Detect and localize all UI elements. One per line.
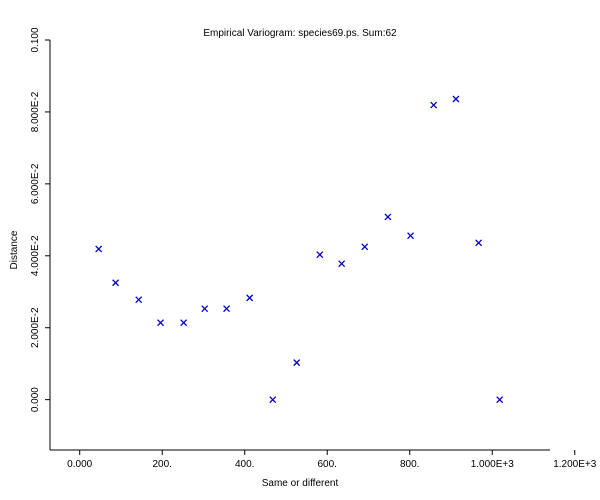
point xyxy=(475,239,483,247)
point xyxy=(223,305,231,313)
y-axis-label: Distance xyxy=(9,230,20,269)
point xyxy=(112,279,120,287)
point xyxy=(384,213,392,221)
y-tick-label: 6.000E-2 xyxy=(30,163,41,204)
point xyxy=(180,319,188,327)
point xyxy=(452,95,460,103)
x-tick-label: 0.000 xyxy=(67,459,92,470)
point xyxy=(430,101,438,109)
point xyxy=(269,396,277,404)
point xyxy=(316,251,324,259)
point xyxy=(293,359,301,367)
y-tick-label: 4.000E-2 xyxy=(30,235,41,276)
chart-title: Empirical Variogram: species69.ps. Sum:6… xyxy=(203,28,397,39)
x-tick-label: 600. xyxy=(317,459,336,470)
x-axis-label: Same or different xyxy=(262,478,339,489)
point xyxy=(338,260,346,268)
point xyxy=(135,296,143,304)
x-tick-label: 800. xyxy=(400,459,419,470)
point xyxy=(246,294,254,302)
x-tick-label: 200. xyxy=(152,459,171,470)
point xyxy=(496,396,504,404)
point xyxy=(361,243,369,251)
point xyxy=(157,319,165,327)
point xyxy=(407,232,415,240)
y-tick-label: 2.000E-2 xyxy=(30,307,41,348)
y-tick-label: 0.100 xyxy=(30,27,41,52)
point xyxy=(95,245,103,253)
x-tick-label: 1.200E+3 xyxy=(553,459,597,470)
x-tick-label: 400. xyxy=(235,459,254,470)
x-tick-label: 1.000E+3 xyxy=(471,459,515,470)
y-tick-label: 0.000 xyxy=(30,387,41,412)
point xyxy=(201,305,209,313)
y-tick-label: 8.000E-2 xyxy=(30,91,41,132)
